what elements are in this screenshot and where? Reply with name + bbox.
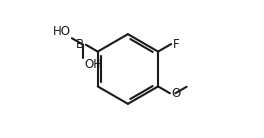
Text: B: B — [76, 38, 84, 51]
Text: HO: HO — [53, 25, 71, 38]
Text: F: F — [173, 38, 179, 51]
Text: O: O — [172, 87, 181, 100]
Text: OH: OH — [84, 58, 102, 71]
